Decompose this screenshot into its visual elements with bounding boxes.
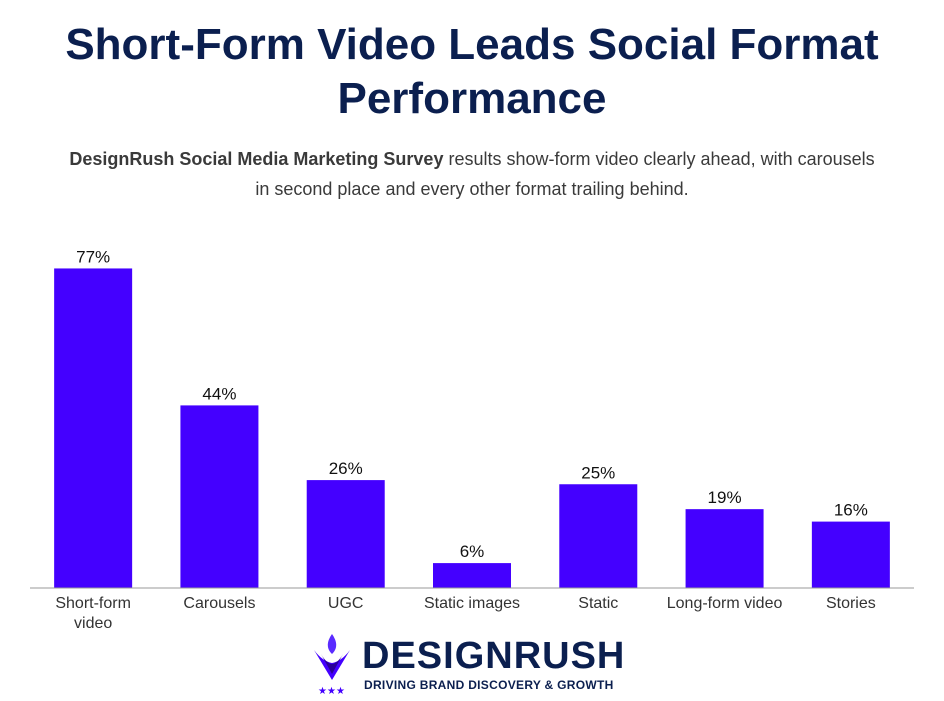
logo-tagline: DRIVING BRAND DISCOVERY & GROWTH xyxy=(364,678,614,692)
bar-chart: 77% Short-form video 44% Carousels 26% UGC 6% St… xyxy=(30,247,914,630)
bar-static-images xyxy=(433,563,511,588)
value-label: 16% xyxy=(834,501,868,520)
bar-stories xyxy=(811,521,890,588)
x-tick-label: UGC xyxy=(328,595,364,612)
chart-subtitle: DesignRush Social Media Marketing Survey… xyxy=(60,144,884,204)
x-tick-label: Carousels xyxy=(183,595,255,612)
value-label: 77% xyxy=(76,247,110,266)
svg-text:★: ★ xyxy=(318,686,327,697)
value-label: 6% xyxy=(460,542,485,561)
bars-group xyxy=(54,268,890,588)
value-label: 44% xyxy=(202,384,236,403)
designrush-logo-icon: ★ ★ ★ xyxy=(314,634,350,697)
bar-static xyxy=(559,484,638,588)
svg-text:★: ★ xyxy=(336,686,345,697)
value-label: 25% xyxy=(581,463,615,482)
chart-title: Short-Form Video Leads Social Format Per… xyxy=(65,20,879,123)
designrush-logo: ★ ★ ★ DESIGNRUSH DRIVING BRAND DISCOVERY… xyxy=(310,632,640,698)
bar-short-form-video xyxy=(54,268,133,588)
x-tick-label: Long-form video xyxy=(667,595,783,612)
value-label: 19% xyxy=(708,488,742,507)
logo-name: DESIGNRUSH xyxy=(362,635,626,677)
svg-text:★: ★ xyxy=(327,686,336,697)
subtitle-text: results show-form video clearly ahead, w… xyxy=(255,149,875,199)
subtitle-source: DesignRush Social Media Marketing Survey xyxy=(69,149,444,169)
bar-carousels xyxy=(180,405,259,588)
bar-long-form-video xyxy=(685,509,764,588)
x-tick-label: Stories xyxy=(826,595,876,612)
bar-ugc xyxy=(306,480,385,588)
x-tick-label: Short-form video xyxy=(55,595,131,630)
x-tick-label: Static xyxy=(578,595,618,612)
value-label: 26% xyxy=(329,459,363,478)
x-tick-label: Static images xyxy=(424,595,520,612)
labels-group: 77% Short-form video 44% Carousels 26% UGC 6% St… xyxy=(55,247,875,630)
